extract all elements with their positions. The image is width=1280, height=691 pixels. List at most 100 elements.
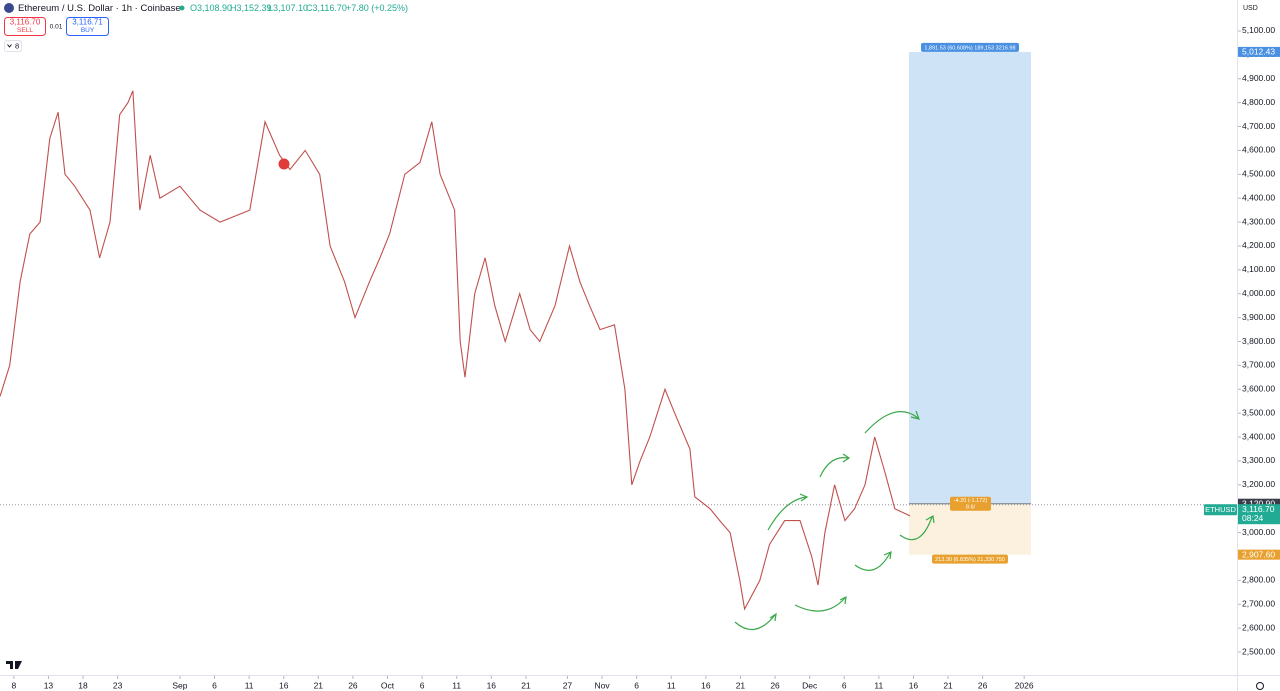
arrowhead: [799, 493, 809, 502]
x-tick-label: 26: [348, 680, 358, 690]
entry-info: -4.20 (-1.172): [954, 498, 987, 504]
currency[interactable]: USD: [1243, 5, 1258, 12]
market-status: [179, 5, 185, 11]
plot: [0, 30, 1241, 679]
y-tick-label: 4,800.00: [1242, 97, 1275, 107]
y-tick-label: 5,100.00: [1242, 25, 1275, 35]
labels: 2,500.002,600.002,700.002,800.002,900.00…: [11, 25, 1280, 690]
target-info-bg: [921, 42, 1019, 52]
entry-info: 8.6/: [966, 505, 976, 511]
y-tick-label: 4,700.00: [1242, 121, 1275, 131]
buy-button[interactable]: [66, 17, 109, 36]
spread: 0.01: [50, 24, 63, 31]
stop-info: 213.30 (6.835%) 21,330 750: [935, 557, 1005, 563]
x-tick-label: 16: [909, 680, 919, 690]
x-tick-label: 21: [521, 680, 531, 690]
x-tick-label: Oct: [381, 680, 395, 690]
stop-badge: 2,907.60: [1242, 549, 1275, 559]
chart-title: Ethereum / U.S. Dollar · 1h · Coinbase: [18, 3, 181, 14]
target-badge-bg: [1238, 46, 1280, 57]
target-info: 1,891.53 (60.608%) 189,153 3216.98: [924, 45, 1015, 51]
x-tick-label: Dec: [802, 680, 818, 690]
target-badge: 5,012.43: [1242, 47, 1275, 57]
y-tick-label: 3,300.00: [1242, 455, 1275, 465]
arrow: [767, 496, 807, 531]
x-tick-label: 11: [452, 680, 461, 690]
arrowhead: [839, 595, 847, 605]
buy-label: BUY: [81, 27, 95, 34]
arrowhead: [925, 515, 935, 524]
arrow: [854, 552, 891, 571]
arrow: [864, 411, 919, 434]
x-tick-label: 13: [44, 680, 54, 690]
x-tick-label: 21: [943, 680, 953, 690]
y-tick-label: 3,600.00: [1242, 384, 1275, 394]
x-tick-label: 27: [563, 680, 573, 690]
sell-price: 3,116.70: [10, 18, 41, 27]
x-tick-label: Sep: [172, 680, 187, 690]
symbol-icon: [4, 3, 14, 13]
x-tick-label: 18: [78, 680, 88, 690]
y-tick-label: 3,400.00: [1242, 431, 1275, 441]
arrow: [794, 597, 846, 612]
ohlc-open: O3,108.90: [190, 3, 232, 13]
y-tick-label: 4,100.00: [1242, 264, 1275, 274]
last-price-badge: 3,116.70: [1242, 504, 1275, 514]
y-tick-label: 4,500.00: [1242, 169, 1275, 179]
arrow: [899, 516, 933, 541]
entry-info-bg: [950, 496, 991, 511]
stop-info-bg: [932, 554, 1008, 564]
y-tick-label: 3,000.00: [1242, 527, 1275, 537]
symbol-badge-bg: [1204, 504, 1237, 516]
arrow: [734, 614, 776, 631]
y-tick-label: 3,500.00: [1242, 407, 1275, 417]
y-tick-label: 3,200.00: [1242, 479, 1275, 489]
last-price-badge-bg: [1238, 504, 1280, 525]
x-tick-label: 11: [245, 680, 254, 690]
sell-button[interactable]: [4, 17, 46, 36]
arrow: [819, 457, 849, 478]
arrowhead: [842, 453, 851, 463]
y-tick-label: 3,900.00: [1242, 312, 1275, 322]
x-tick-label: 6: [842, 680, 847, 690]
x-tick-label: Nov: [594, 680, 610, 690]
x-tick-label: 6: [420, 680, 425, 690]
sell-label: SELL: [17, 27, 33, 34]
entry-badge: 3,120.90: [1242, 498, 1275, 508]
y-tick-label: 4,400.00: [1242, 192, 1275, 202]
annotations: [734, 410, 935, 631]
entry-badge-bg: [1238, 498, 1280, 509]
marker-dot: [278, 158, 290, 170]
x-tick-label: 26: [978, 680, 988, 690]
x-tick-label: 6: [212, 680, 217, 690]
x-tick-label: 8: [11, 680, 16, 690]
arrowhead: [910, 410, 920, 420]
x-tick-label: 21: [736, 680, 746, 690]
y-tick-label: 3,800.00: [1242, 336, 1275, 346]
logo: [6, 661, 22, 669]
stop-badge-bg: [1238, 549, 1280, 560]
y-tick-label: 4,600.00: [1242, 145, 1275, 155]
buy-price: 3,116.71: [72, 18, 103, 27]
profit-zone: [909, 51, 1031, 504]
x-tick-label: 23: [113, 680, 123, 690]
x-tick-label: 16: [279, 680, 289, 690]
indicators-toggle[interactable]: [4, 40, 22, 52]
countdown: 08:24: [1242, 513, 1264, 523]
x-tick-label: 2026: [1015, 680, 1034, 690]
settings-icon[interactable]: [1256, 682, 1264, 690]
y-tick-label: 2,800.00: [1242, 575, 1275, 585]
y-tick-label: 4,900.00: [1242, 73, 1275, 83]
x-tick-label: 6: [634, 680, 639, 690]
y-tick-label: 4,300.00: [1242, 216, 1275, 226]
ohlc-high: H3,152.39: [230, 3, 272, 13]
x-tick-label: 11: [874, 680, 883, 690]
y-tick-label: 2,700.00: [1242, 598, 1275, 608]
y-tick-label: 4,000.00: [1242, 288, 1275, 298]
y-tick-label: 2,600.00: [1242, 622, 1275, 632]
ohlc-low: L3,107.10: [268, 3, 308, 13]
arrowhead: [883, 551, 892, 560]
indicator-count: 8: [15, 41, 19, 50]
